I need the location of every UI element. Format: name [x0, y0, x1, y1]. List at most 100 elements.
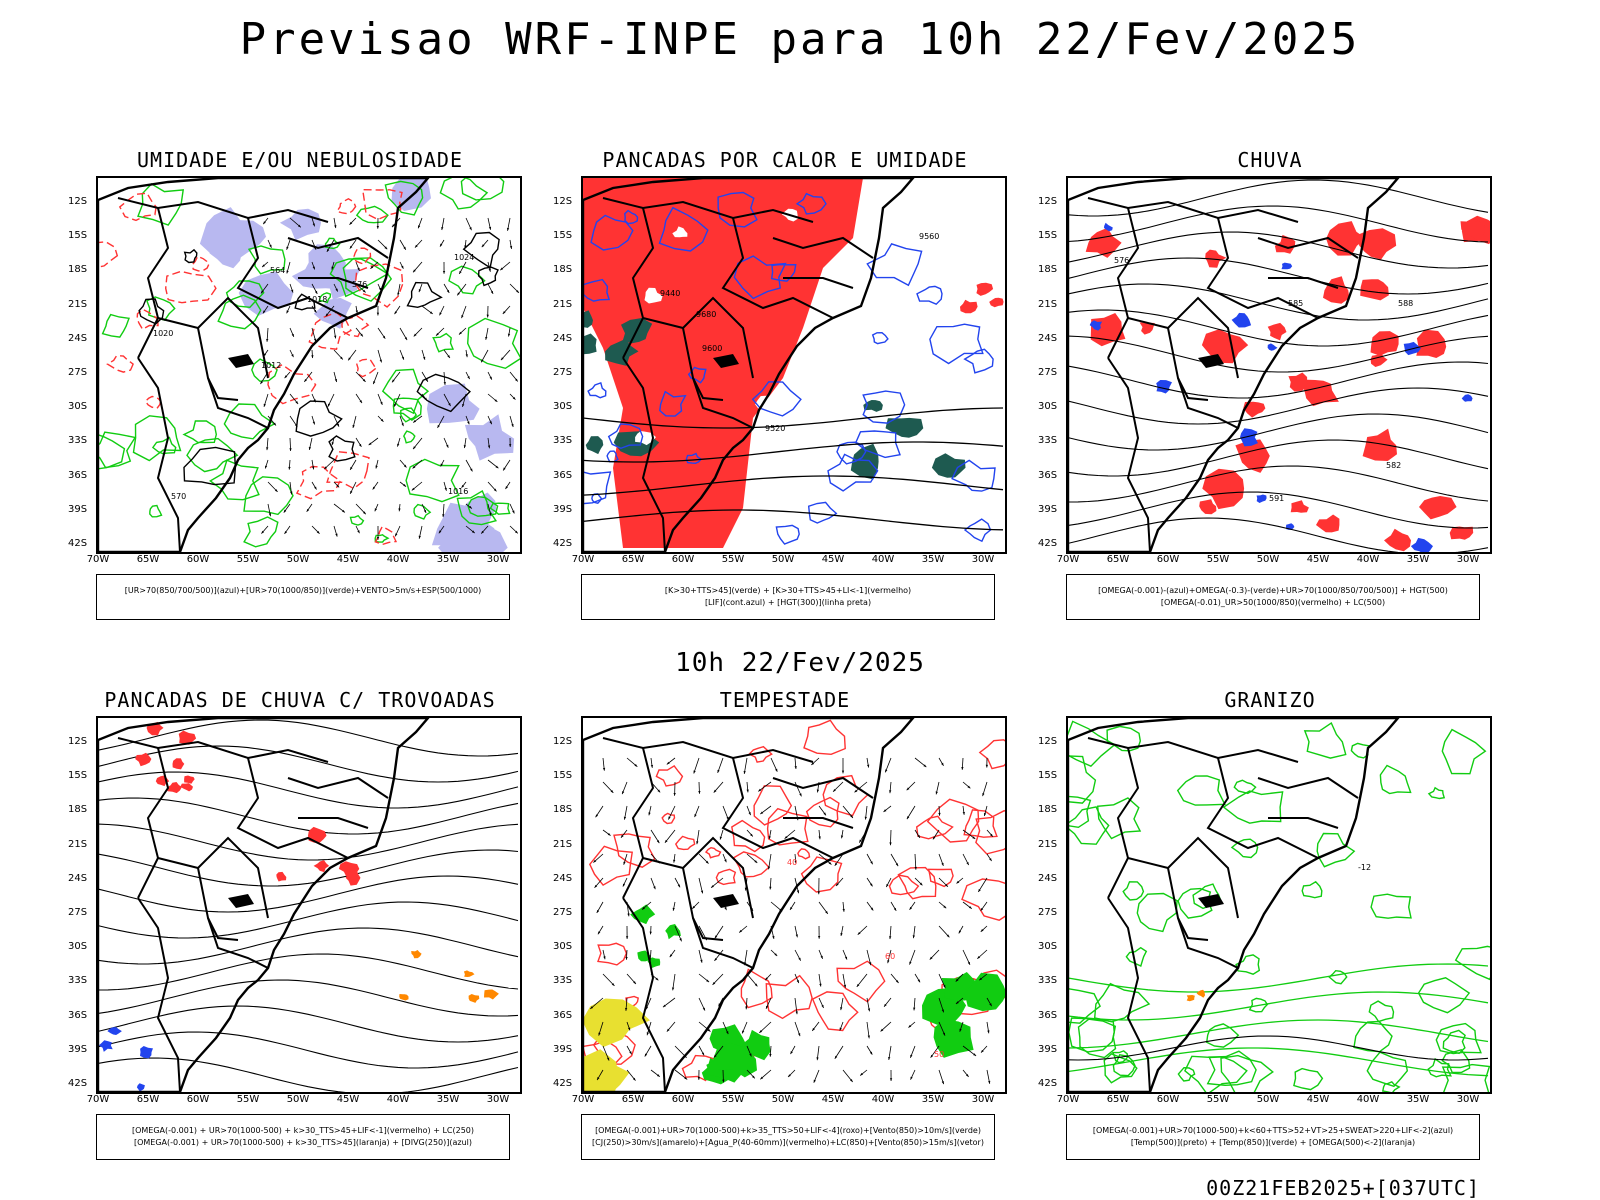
wind-vector [746, 1045, 752, 1057]
wind-vector [961, 757, 964, 770]
humidity-low-contour [384, 180, 424, 216]
wind-vector [399, 349, 405, 360]
lon-label: 60W [186, 554, 210, 565]
wind-vector [399, 415, 404, 427]
wind-vector [443, 393, 451, 407]
wind-vector [465, 217, 472, 231]
wind-vector [487, 261, 491, 272]
wind-vector [355, 305, 358, 314]
rain-area [1267, 322, 1287, 341]
map-svg: 1016 1020 1024 1012 576 570 564 1018 [98, 178, 520, 552]
wind-vector [502, 305, 511, 315]
wind-vector [935, 781, 940, 795]
lif-contour [587, 381, 607, 399]
divergence-area [136, 1083, 145, 1092]
humidity-low-contour [182, 420, 218, 444]
map-svg: -12 [1068, 718, 1490, 1092]
hgt500-contour [1068, 283, 1489, 321]
wind-vector [465, 503, 473, 509]
lat-label: 33S [1038, 435, 1058, 447]
country-border [1127, 296, 1239, 379]
wind-vector [938, 997, 945, 1013]
thunder-area [184, 775, 195, 784]
wind-vector [442, 503, 445, 518]
lon-label: 45W [821, 1094, 845, 1105]
contour-label: 1018 [307, 295, 327, 304]
lif-contour [607, 423, 644, 450]
lon-label: 35W [1406, 554, 1430, 565]
lon-label: 70W [86, 1094, 110, 1105]
wind-vector [889, 829, 892, 846]
wind-vector [462, 393, 467, 408]
omega-area [1461, 394, 1473, 402]
lon-label: 70W [1056, 554, 1080, 565]
lif-contour [606, 450, 619, 463]
wind-vector [929, 949, 940, 960]
wind-vector [372, 481, 379, 490]
wind-vector [698, 997, 706, 1011]
wind-vector [377, 327, 386, 339]
wind-vector [311, 415, 315, 425]
country-border [1206, 217, 1319, 319]
wind-vector [746, 853, 758, 864]
temp850-contour [1230, 838, 1259, 859]
wind-vector [962, 829, 976, 840]
wind-vector [674, 877, 681, 888]
rain-area [1316, 514, 1340, 533]
wind-vector [818, 901, 829, 915]
wind-vector [842, 1069, 853, 1083]
wind-vector [866, 997, 871, 1012]
lif-contour [775, 524, 800, 545]
wind-vector [349, 239, 357, 249]
humidity-low-contour [439, 178, 489, 210]
hgt500-contour [1068, 517, 1489, 552]
wind-vector [977, 877, 988, 893]
thunder-area [276, 871, 287, 882]
lc850-contour [811, 991, 859, 1032]
lat-label: 39S [553, 503, 573, 515]
wind-vector [746, 781, 749, 793]
contour-label: 9440 [660, 289, 680, 298]
wind-vector [333, 349, 344, 360]
rain-area [1416, 329, 1447, 358]
wind-vector [465, 371, 470, 380]
thunder-area [167, 782, 182, 794]
temp850-contour [1068, 1019, 1489, 1049]
wind-vector [323, 459, 335, 470]
lif-contour [590, 214, 634, 251]
lc850-contour [926, 798, 980, 843]
wind-vector [641, 901, 652, 910]
wind-vector [626, 973, 637, 985]
thickness-contour [326, 451, 370, 490]
wind-vector [443, 481, 447, 491]
wind-vector [260, 283, 269, 294]
contour-label: 588 [1398, 299, 1413, 308]
wind-vector [840, 997, 844, 1011]
wind-vector [866, 853, 874, 865]
humidity-low-contour [405, 458, 460, 503]
wind-vector [602, 829, 611, 836]
lat-label: 30S [553, 401, 573, 413]
lon-label: 30W [1456, 554, 1480, 565]
pressure-contour [183, 248, 198, 264]
lif-contour [871, 331, 889, 345]
humidity-low-contour [186, 437, 239, 473]
humidity-low-contour [381, 368, 430, 415]
thickness-contour [335, 197, 357, 215]
hgt500-contour [1068, 335, 1489, 373]
panel-legend: [K>30+TTS>45](verde) + [K>30+TTS>45+LI<-… [581, 574, 995, 620]
contour-label: 576 [352, 280, 367, 289]
lon-label: 60W [186, 1094, 210, 1105]
lon-label: 50W [771, 1094, 795, 1105]
wind-vector [674, 1069, 688, 1080]
coastline [98, 178, 430, 552]
wind-vector [487, 393, 498, 403]
country-border [197, 327, 269, 429]
panel-legend: [OMEGA(-0.001) + UR>70(1000-500) + k>30_… [96, 1114, 510, 1160]
wind-vector [811, 1021, 820, 1032]
lon-label: 50W [1256, 1094, 1280, 1105]
lagoon [713, 354, 739, 368]
wind-vector [411, 481, 423, 491]
humidity-low-contour [400, 407, 418, 423]
lc850-contour [805, 796, 840, 828]
